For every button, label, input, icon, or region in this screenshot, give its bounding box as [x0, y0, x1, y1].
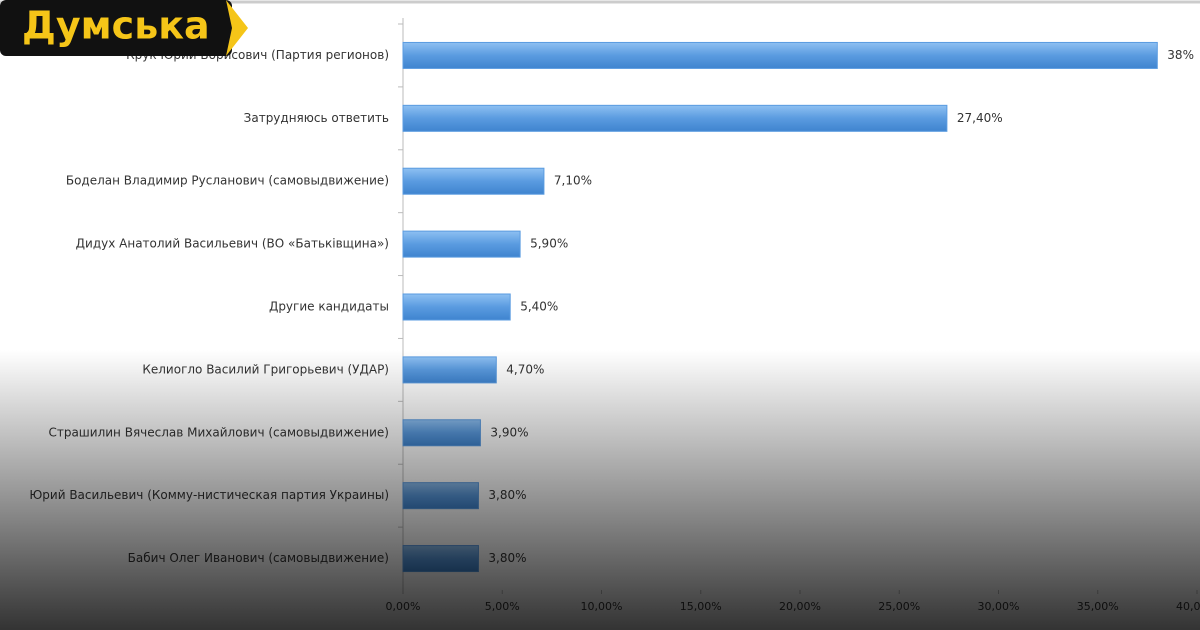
- logo-text: Думська: [22, 4, 210, 48]
- bar: [402, 41, 1158, 69]
- y-tick-label: Дидух Анатолий Васильевич (ВО «Батьківщи…: [76, 237, 389, 251]
- y-tick-label: Затрудняюсь ответить: [244, 111, 389, 125]
- value-label: 7,10%: [554, 174, 592, 188]
- bar: [402, 104, 948, 132]
- bar: [402, 230, 521, 258]
- y-tick-label: Другие кандидаты: [269, 300, 389, 314]
- value-label: 5,40%: [520, 300, 558, 314]
- logo-arrow: [226, 0, 248, 56]
- logo-box: [0, 0, 232, 56]
- bar: [402, 293, 511, 321]
- value-label: 5,90%: [530, 237, 568, 251]
- value-label: 27,40%: [957, 111, 1003, 125]
- logo: Думська: [0, 0, 248, 56]
- bar: [402, 167, 545, 195]
- y-tick-label: Боделан Владимир Русланович (самовыдвиже…: [66, 174, 389, 188]
- shade-overlay: [0, 350, 1200, 630]
- value-label: 38%: [1167, 48, 1194, 62]
